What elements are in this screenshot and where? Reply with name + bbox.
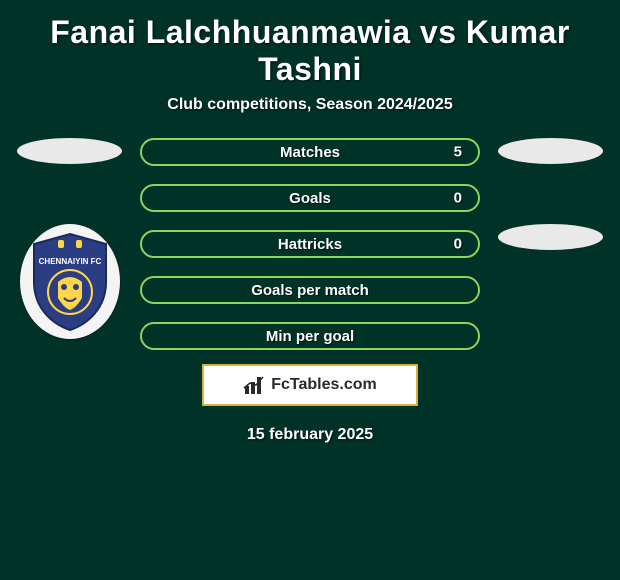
stat-value-right: 5 xyxy=(454,144,462,161)
stat-row-goals: Goals 0 xyxy=(140,184,480,212)
stat-row-gpm: Goals per match xyxy=(140,276,480,304)
stat-value-right: 0 xyxy=(454,236,462,253)
stat-row-matches: Matches 5 xyxy=(140,138,480,166)
brand-text: FcTables.com xyxy=(271,376,377,394)
stat-row-mpg: Min per goal xyxy=(140,322,480,350)
stat-label: Goals per match xyxy=(251,282,369,299)
bar-chart-icon xyxy=(243,374,265,396)
stat-label: Min per goal xyxy=(266,328,354,345)
chennaiyin-crest-icon: CHENNAIYIN FC xyxy=(28,232,112,332)
left-player-photo-placeholder xyxy=(17,138,122,164)
page-title: Fanai Lalchhuanmawia vs Kumar Tashni xyxy=(0,0,620,96)
right-club-crest-placeholder xyxy=(498,224,603,250)
svg-text:CHENNAIYIN FC: CHENNAIYIN FC xyxy=(38,257,101,266)
brand-attribution: FcTables.com xyxy=(202,364,418,406)
page-subtitle: Club competitions, Season 2024/2025 xyxy=(0,96,620,114)
stat-label: Goals xyxy=(289,190,331,207)
stat-row-hattricks: Hattricks 0 xyxy=(140,230,480,258)
right-player-column xyxy=(498,138,603,250)
stats-column: Matches 5 Goals 0 Hattricks 0 Goals per … xyxy=(140,138,480,350)
comparison-layout: CHENNAIYIN FC Matches 5 Goals 0 Hattrick… xyxy=(10,138,610,350)
stat-label: Matches xyxy=(280,144,340,161)
footer-date: 15 february 2025 xyxy=(0,426,620,444)
left-player-column: CHENNAIYIN FC xyxy=(17,138,122,339)
stat-value-right: 0 xyxy=(454,190,462,207)
left-club-crest: CHENNAIYIN FC xyxy=(20,224,120,339)
stat-label: Hattricks xyxy=(278,236,342,253)
right-player-photo-placeholder xyxy=(498,138,603,164)
